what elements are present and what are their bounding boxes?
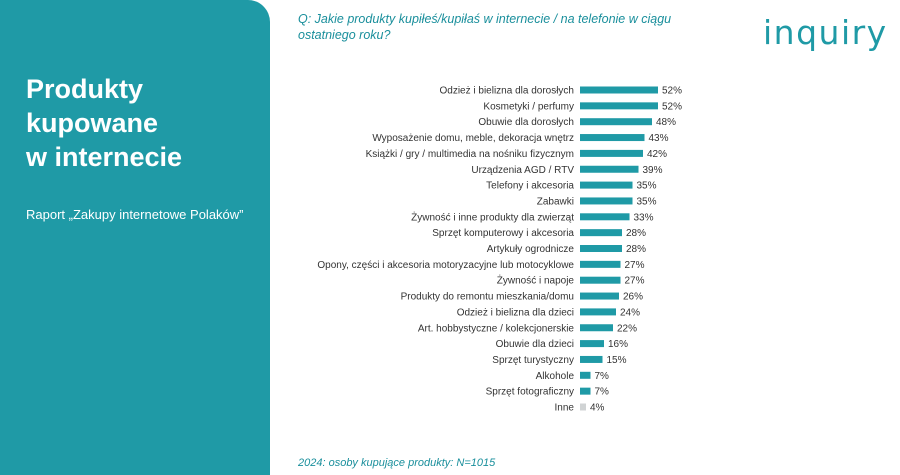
value-label: 26% [623, 292, 643, 303]
category-label: Wyposażenie domu, meble, dekoracja wnętr… [372, 133, 574, 144]
category-label: Inne [555, 403, 575, 414]
bar [580, 371, 591, 379]
category-label: Sprzęt fotograficzny [486, 387, 574, 398]
value-label: 52% [662, 86, 682, 97]
panel-subtitle: Raport „Zakupy internetowe Polaków” [26, 207, 244, 222]
category-label: Zabawki [537, 196, 574, 207]
inquiry-logo: inquiry [763, 13, 888, 52]
value-label: 28% [626, 244, 646, 255]
bar [580, 403, 586, 411]
value-label: 33% [634, 212, 654, 223]
category-label: Alkohole [536, 371, 575, 382]
bar-chart: Odzież i bielizna dla dorosłych 52% Kosmet… [317, 86, 682, 414]
bar [580, 102, 658, 110]
category-label: Odzież i bielizna dla dzieci [457, 307, 574, 318]
panel-title-line: w internecie [26, 142, 183, 172]
bar [580, 276, 621, 284]
panel-title: Produkty kupowane w internecie [26, 72, 182, 174]
value-label: 28% [626, 228, 646, 239]
bar [580, 149, 643, 157]
value-label: 15% [607, 355, 627, 366]
value-label: 4% [590, 403, 605, 414]
category-label: Sprzęt komputerowy i akcesoria [432, 228, 574, 239]
value-label: 43% [649, 133, 669, 144]
category-label: Opony, części i akcesoria motoryzacyjne … [317, 260, 574, 271]
bar [580, 134, 645, 142]
bar [580, 260, 621, 268]
bar [580, 181, 633, 189]
value-label: 7% [595, 387, 610, 398]
bar [580, 118, 652, 126]
value-label: 52% [662, 101, 682, 112]
survey-question: Q: Jakie produkty kupiłeś/kupiłaś w inte… [298, 12, 672, 42]
bar [580, 308, 616, 316]
bar [580, 86, 658, 94]
value-label: 24% [620, 307, 640, 318]
value-label: 48% [656, 117, 676, 128]
category-label: Kosmetyki / perfumy [483, 101, 574, 112]
value-label: 27% [625, 260, 645, 271]
category-label: Produkty do remontu mieszkania/domu [401, 292, 574, 303]
left-panel: Produkty kupowane w internecie Raport „Z… [0, 0, 270, 475]
bar [580, 324, 613, 332]
category-label: Urządzenia AGD / RTV [471, 165, 574, 176]
value-label: 7% [595, 371, 610, 382]
bar [580, 213, 630, 221]
category-label: Art. hobbystyczne / kolekcjonerskie [418, 323, 575, 334]
category-label: Telefony i akcesoria [486, 181, 574, 192]
bar [580, 355, 603, 363]
bar [580, 197, 633, 205]
value-label: 35% [637, 181, 657, 192]
category-label: Artykuły ogrodnicze [487, 244, 575, 255]
value-label: 27% [625, 276, 645, 287]
category-label: Książki / gry / multimedia na nośniku fi… [366, 149, 574, 160]
bar [580, 387, 591, 395]
sample-footnote: 2024: osoby kupujące produkty: N=1015 [298, 457, 496, 469]
value-label: 16% [608, 339, 628, 350]
value-label: 39% [643, 165, 663, 176]
bar [580, 165, 639, 173]
value-label: 22% [617, 323, 637, 334]
value-label: 42% [647, 149, 667, 160]
bar [580, 292, 619, 300]
category-label: Żywność i inne produkty dla zwierząt [411, 210, 574, 223]
panel-title-line: kupowane [26, 108, 159, 138]
value-label: 35% [637, 196, 657, 207]
category-label: Obuwie dla dorosłych [478, 117, 574, 128]
category-label: Żywność i napoje [497, 274, 575, 287]
bar [580, 229, 622, 237]
category-label: Obuwie dla dzieci [496, 339, 574, 350]
bar [580, 340, 604, 348]
category-label: Sprzęt turystyczny [492, 355, 574, 366]
panel-title-line: Produkty [26, 74, 144, 104]
bar [580, 245, 622, 252]
category-label: Odzież i bielizna dla dorosłych [439, 86, 574, 97]
